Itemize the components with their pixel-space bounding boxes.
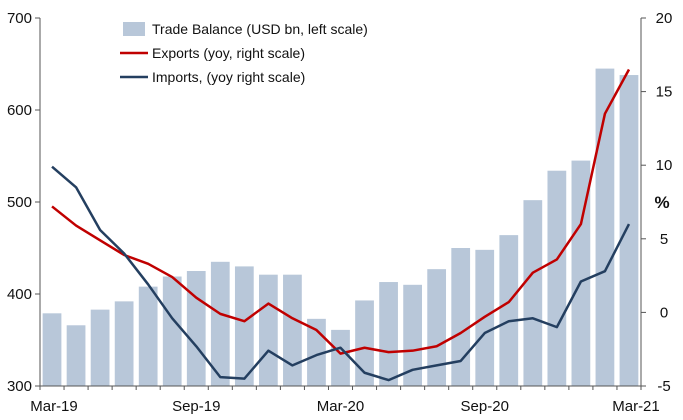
trade-balance-bar xyxy=(547,170,567,386)
left-tick-label: 400 xyxy=(7,286,32,303)
left-tick-label: 300 xyxy=(7,378,32,395)
x-tick-label: Sep-19 xyxy=(172,398,220,415)
trade-balance-bar xyxy=(114,301,134,386)
trade-balance-bar xyxy=(331,329,350,386)
x-tick-label: Mar-19 xyxy=(30,398,78,415)
lines-layer xyxy=(51,68,631,382)
left-tick-label: 600 xyxy=(7,102,32,119)
trade-balance-bar xyxy=(162,276,182,386)
right-axis-unit-label: % xyxy=(654,193,669,212)
legend-swatch-bar xyxy=(123,22,145,36)
exports-line xyxy=(51,68,631,355)
trade-balance-bar xyxy=(451,248,471,386)
x-tick-label: Mar-21 xyxy=(612,398,660,415)
right-tick-label: 15 xyxy=(656,84,673,101)
trade-balance-bar xyxy=(259,274,278,386)
trade-balance-bar xyxy=(138,286,158,386)
axes-layer: 300 400 500 600 700 -5 0 5 10 15 20% Mar-19 Sep-19 Ma… xyxy=(7,10,672,415)
x-tick-label: Sep-20 xyxy=(461,398,509,415)
trade-balance-bar xyxy=(403,284,422,386)
imports-line xyxy=(51,165,631,382)
right-tick-label: 5 xyxy=(660,231,668,248)
trade-balance-bar xyxy=(186,271,206,386)
trade-balance-bar xyxy=(499,235,519,386)
bars-layer xyxy=(42,68,639,386)
legend-label: Exports (yoy, right scale) xyxy=(152,45,305,61)
trade-balance-bar xyxy=(427,269,447,386)
left-tick-label: 700 xyxy=(7,10,32,27)
legend-label: Trade Balance (USD bn, left scale) xyxy=(152,21,368,37)
right-tick-label: 20 xyxy=(656,10,673,27)
right-tick-label: 10 xyxy=(656,157,673,174)
trade-balance-bar xyxy=(619,75,639,386)
right-tick-label: -5 xyxy=(657,378,670,395)
legend-label: Imports, (yoy right scale) xyxy=(152,69,305,85)
x-tick-label: Mar-20 xyxy=(317,398,365,415)
trade-balance-bar xyxy=(283,274,302,386)
legend-item-imports: Imports, (yoy right scale) xyxy=(120,69,305,85)
left-tick-label: 500 xyxy=(7,194,32,211)
trade-balance-bar xyxy=(42,313,62,386)
trade-balance-bar xyxy=(234,266,254,386)
trade-balance-bar xyxy=(523,200,543,386)
trade-balance-bar xyxy=(66,325,86,386)
legend: Trade Balance (USD bn, left scale) Export… xyxy=(120,21,368,85)
trade-balance-bar xyxy=(90,309,110,386)
right-tick-label: 0 xyxy=(660,304,668,321)
legend-item-trade-balance: Trade Balance (USD bn, left scale) xyxy=(123,21,368,37)
trade-balance-bar xyxy=(210,261,230,386)
trade-balance-bar xyxy=(571,160,591,386)
legend-item-exports: Exports (yoy, right scale) xyxy=(120,45,305,61)
trade-balance-bar xyxy=(595,68,615,386)
trade-balance-bar xyxy=(355,300,374,386)
trade-balance-bar xyxy=(379,282,398,386)
